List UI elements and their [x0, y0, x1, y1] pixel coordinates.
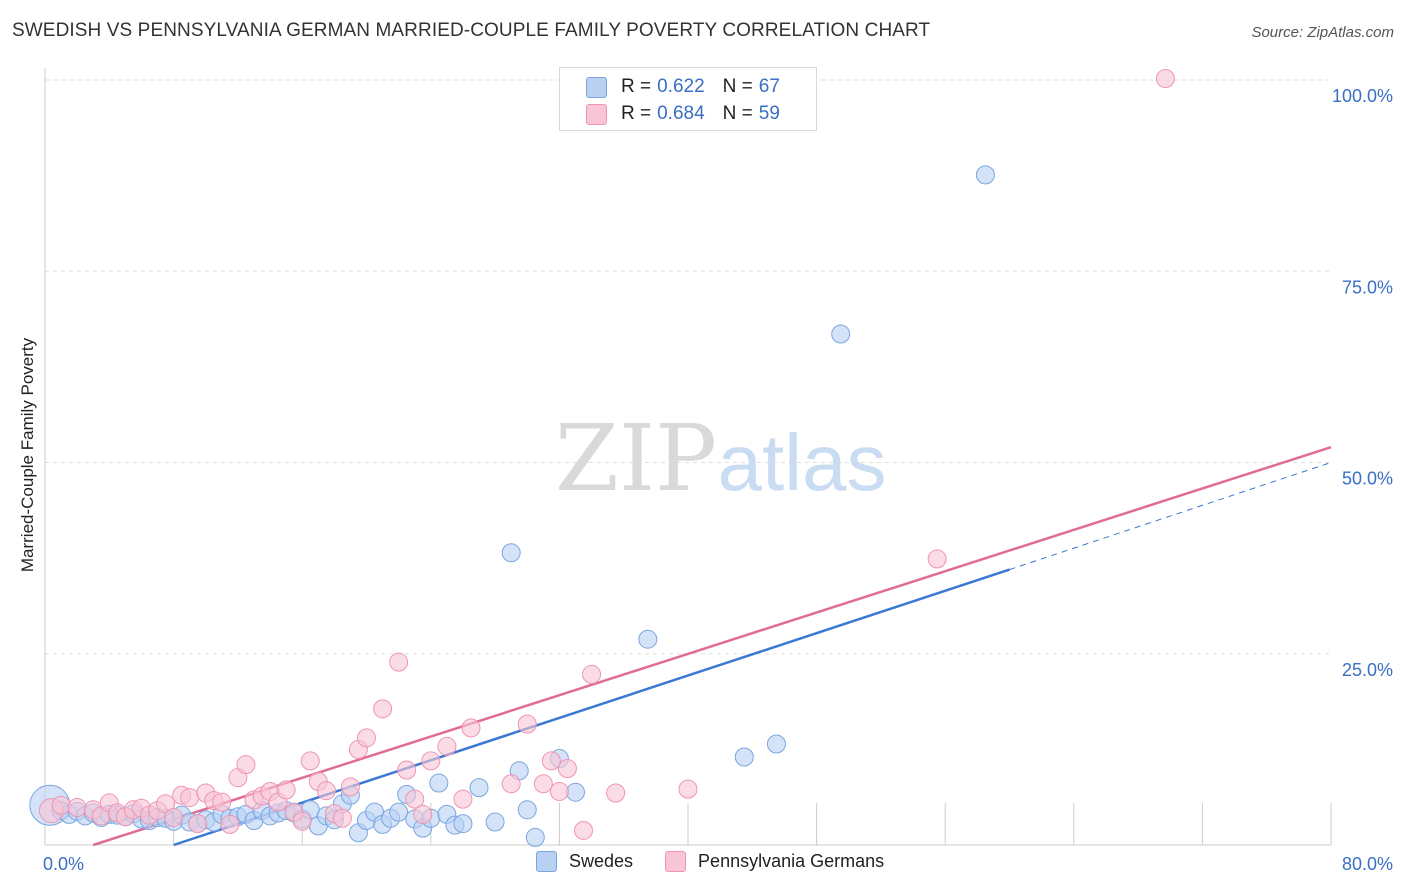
legend-r-label: R =: [621, 76, 652, 97]
point-pennsylvania-germans: [300, 751, 320, 771]
watermark-zip: ZIP: [555, 405, 717, 512]
point-pennsylvania-germans: [557, 759, 577, 778]
point-pennsylvania-germans: [421, 751, 441, 771]
legend-r-value: 0.622: [657, 76, 705, 97]
series-swatch-pennsylvania-germans: [665, 851, 687, 872]
watermark: ZIP atlas: [555, 405, 887, 512]
point-swedes: [565, 782, 585, 802]
point-pennsylvania-germans: [340, 777, 360, 797]
legend-n-label: N =: [722, 103, 753, 124]
legend-r-value: 0.684: [657, 103, 705, 124]
point-swedes: [525, 827, 545, 847]
point-pennsylvania-germans: [927, 549, 947, 569]
point-pennsylvania-germans: [453, 789, 473, 809]
series-legend-pennsylvania-germans[interactable]: Pennsylvania Germans: [665, 851, 884, 872]
point-pennsylvania-germans: [541, 751, 561, 771]
chart-title: SWEDISH VS PENNSYLVANIA GERMAN MARRIED-C…: [12, 20, 931, 41]
y-tick-label: 50.0%: [1342, 469, 1393, 489]
point-pennsylvania-germans: [276, 780, 296, 800]
series-name-pennsylvania-germans: Pennsylvania Germans: [698, 851, 885, 871]
axes: [44, 68, 1332, 846]
point-pennsylvania-germans: [164, 807, 184, 827]
point-pennsylvania-germans: [678, 779, 698, 799]
point-pennsylvania-germans: [533, 774, 553, 794]
legend-n-value: 59: [758, 103, 780, 124]
point-pennsylvania-germans: [180, 788, 200, 808]
point-pennsylvania-germans: [236, 755, 256, 775]
series-swatch-swedes: [536, 851, 557, 872]
point-pennsylvania-germans: [389, 652, 409, 672]
series-legend: Swedes Pennsylvania Germans: [536, 851, 916, 872]
point-pennsylvania-germans: [51, 795, 71, 815]
tick-labels: 25.0% 50.0% 75.0% 100.0% 0.0% 80.0%: [43, 86, 1393, 874]
point-pennsylvania-germans: [1155, 68, 1175, 88]
point-pennsylvania-germans: [405, 789, 425, 809]
point-pennsylvania-germans: [606, 783, 626, 803]
legend-r-label: R =: [621, 103, 652, 124]
point-swedes: [975, 165, 995, 185]
trend-lines: [92, 446, 1332, 847]
point-swedes: [389, 802, 409, 822]
y-tick-label: 25.0%: [1342, 660, 1393, 680]
point-swedes: [638, 629, 658, 649]
watermark-atlas: atlas: [718, 418, 887, 507]
legend-row-pennsylvania-germans: R = 0.684 N = 59: [586, 102, 798, 126]
y-tick-label: 100.0%: [1332, 86, 1393, 106]
point-pennsylvania-germans: [501, 774, 521, 794]
point-pennsylvania-germans: [212, 792, 232, 812]
source-label: Source: ZipAtlas.com: [1251, 24, 1394, 41]
correlation-legend: R = 0.622 N = 67 R = 0.684 N = 59: [559, 67, 817, 131]
point-swedes: [453, 814, 473, 834]
point-pennsylvania-germans: [461, 718, 481, 738]
point-pennsylvania-germans: [373, 699, 393, 719]
trend-extension-swedes: [1009, 462, 1332, 571]
point-pennsylvania-germans: [67, 798, 87, 818]
point-swedes: [831, 324, 851, 344]
point-swedes: [766, 734, 786, 754]
legend-row-swedes: R = 0.622 N = 67: [586, 75, 798, 99]
point-swedes: [429, 773, 449, 793]
series-legend-swedes[interactable]: Swedes: [536, 851, 633, 872]
x-tick-label-max: 80.0%: [1342, 854, 1393, 874]
point-pennsylvania-germans: [220, 814, 240, 834]
point-swedes: [469, 778, 489, 798]
point-swedes: [734, 747, 754, 767]
data-points: [29, 68, 1175, 847]
point-pennsylvania-germans: [549, 781, 569, 801]
point-pennsylvania-germans: [292, 811, 312, 831]
trend-line-pennsylvania-germans: [92, 446, 1332, 847]
point-pennsylvania-germans: [188, 814, 208, 834]
trend-line-swedes: [173, 568, 1010, 847]
legend-swatch-swedes: [586, 76, 607, 98]
point-pennsylvania-germans: [357, 728, 376, 748]
point-pennsylvania-germans: [517, 714, 537, 734]
point-pennsylvania-germans: [413, 804, 433, 824]
legend-n-label: N =: [722, 76, 753, 97]
point-swedes: [517, 800, 537, 820]
legend-n-value: 67: [758, 76, 780, 97]
point-pennsylvania-germans: [316, 781, 336, 801]
point-swedes: [485, 812, 505, 832]
point-swedes: [501, 543, 521, 563]
gridlines: [45, 79, 1331, 655]
series-name-swedes: Swedes: [569, 851, 634, 871]
legend-swatch-pennsylvania-germans: [586, 103, 607, 125]
point-pennsylvania-germans: [574, 820, 594, 840]
point-pennsylvania-germans: [582, 664, 602, 684]
point-pennsylvania-germans: [437, 736, 457, 756]
x-tick-label-min: 0.0%: [43, 854, 84, 874]
point-pennsylvania-germans: [332, 808, 352, 828]
point-pennsylvania-germans: [397, 760, 417, 780]
y-tick-label: 75.0%: [1342, 277, 1393, 297]
